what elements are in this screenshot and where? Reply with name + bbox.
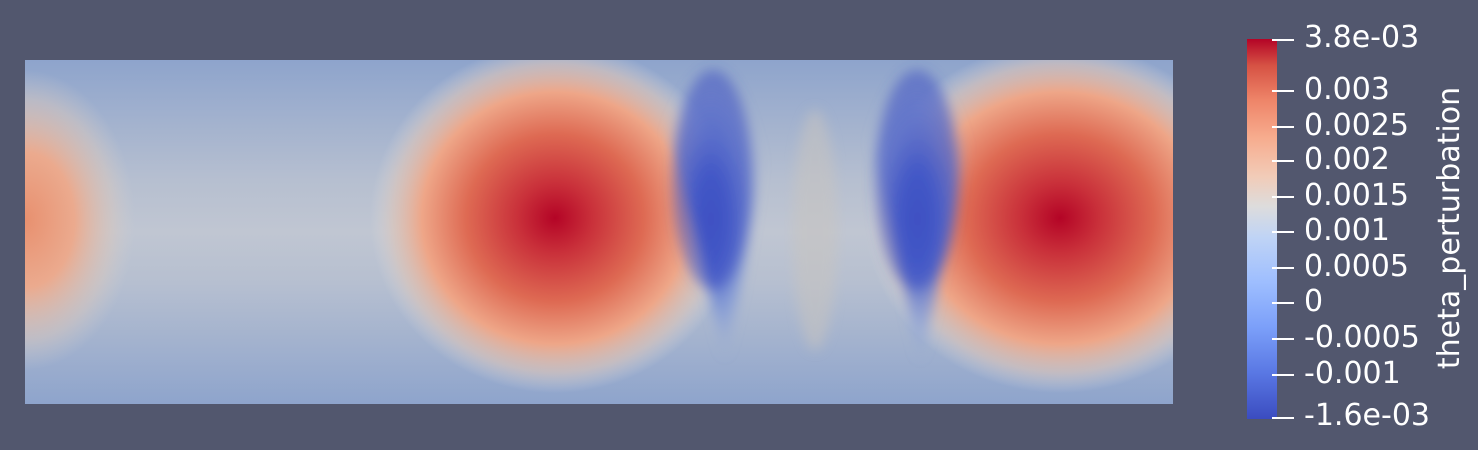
colorbar-tick xyxy=(1272,302,1294,304)
colorbar-tick-label: 0.0015 xyxy=(1304,178,1409,213)
colorbar-tick xyxy=(1272,231,1294,233)
colorbar-max-label: 3.8e-03 xyxy=(1304,20,1420,55)
colorbar xyxy=(1247,39,1277,419)
colorbar-tick xyxy=(1272,267,1294,269)
colorbar-tick xyxy=(1272,338,1294,340)
colorbar-tick xyxy=(1272,374,1294,376)
colorbar-tick-label: 0.0025 xyxy=(1304,108,1409,143)
colorbar-min-label: -1.6e-03 xyxy=(1304,398,1430,433)
colorbar-tick-label: -0.0005 xyxy=(1304,320,1420,355)
colorbar-tick-label: 0 xyxy=(1304,284,1324,319)
colorbar-tick xyxy=(1272,417,1294,419)
theta-field-plot xyxy=(25,60,1173,404)
colorbar-tick-label: -0.001 xyxy=(1304,356,1401,391)
colorbar-tick xyxy=(1272,160,1294,162)
render-view[interactable] xyxy=(25,60,1173,404)
colorbar-tick xyxy=(1272,39,1294,41)
colorbar-tick xyxy=(1272,126,1294,128)
colorbar-tick-label: 0.002 xyxy=(1304,142,1390,177)
colorbar-tick-label: 0.003 xyxy=(1304,72,1390,107)
colorbar-tick xyxy=(1272,196,1294,198)
colorbar-tick-label: 0.001 xyxy=(1304,213,1390,248)
colorbar-tick-label: 0.0005 xyxy=(1304,249,1409,284)
colorbar-title: theta_perturbation xyxy=(1432,86,1467,370)
colorbar-tick xyxy=(1272,90,1294,92)
